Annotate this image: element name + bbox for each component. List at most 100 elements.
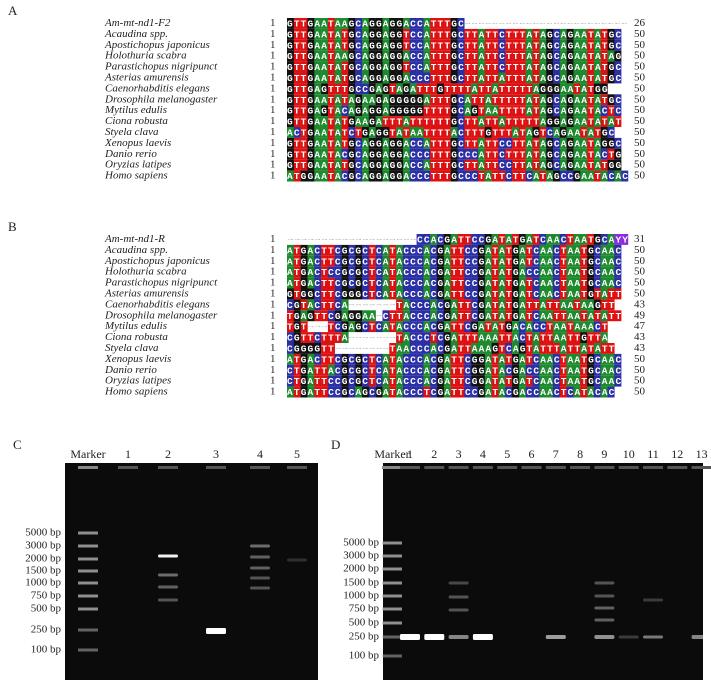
base-cell <box>409 310 417 322</box>
base-cell <box>539 288 547 300</box>
ladder-band <box>78 581 98 585</box>
base-cell <box>573 364 581 376</box>
base-cell <box>471 343 479 354</box>
base-cell <box>423 386 431 398</box>
base-cell <box>334 83 342 95</box>
base-cell <box>512 299 520 311</box>
base-cell <box>293 332 301 343</box>
base-cell <box>423 321 431 333</box>
base-cell <box>355 288 363 300</box>
base-cell <box>341 148 349 160</box>
base-cell <box>382 61 390 73</box>
base-cell <box>546 375 554 387</box>
base-cell <box>416 343 424 354</box>
base-cell <box>423 332 431 343</box>
base-cell <box>593 321 601 333</box>
base-cell <box>552 159 560 171</box>
base-cell <box>355 18 363 29</box>
base-cell <box>573 170 581 182</box>
base-cell <box>600 353 608 365</box>
ladder-label: 1000 bp <box>25 577 61 589</box>
base-cell <box>552 364 560 376</box>
base-cell <box>580 28 588 40</box>
base-cell <box>389 321 397 333</box>
base-cell <box>293 343 301 354</box>
end-position: 47 <box>634 320 646 332</box>
base-cell <box>362 94 370 106</box>
base-cell <box>525 266 533 278</box>
base-cell <box>382 28 390 40</box>
base-cell <box>443 105 451 117</box>
ladder-label: 1500 bp <box>343 577 379 589</box>
base-cell <box>525 137 533 149</box>
start-position: 1 <box>270 50 276 62</box>
base-cell <box>539 299 547 311</box>
end-position: 50 <box>634 277 646 289</box>
base-cell <box>566 266 574 278</box>
base-cell <box>505 94 513 106</box>
base-cell <box>321 116 329 127</box>
base-cell <box>484 244 492 256</box>
base-cell <box>464 255 472 267</box>
base-cell <box>491 72 499 84</box>
base-cell <box>300 277 308 289</box>
base-cell <box>423 127 431 138</box>
base-cell <box>409 288 417 300</box>
base-cell <box>293 386 301 398</box>
base-cell <box>587 137 595 149</box>
base-cell <box>334 170 342 182</box>
base-cell <box>457 94 465 106</box>
base-cell <box>525 148 533 160</box>
base-cell <box>566 28 574 40</box>
base-cell <box>559 105 567 117</box>
base-cell <box>525 72 533 84</box>
base-cell <box>443 244 451 256</box>
base-cell <box>587 170 595 182</box>
base-cell <box>546 148 554 160</box>
ladder-label: 500 bp <box>349 617 380 629</box>
base-cell <box>327 353 335 365</box>
base-cell <box>525 61 533 73</box>
base-cell <box>307 148 315 160</box>
base-cell <box>355 321 363 333</box>
base-cell <box>382 255 390 267</box>
base-cell <box>423 299 431 311</box>
base-cell <box>362 255 370 267</box>
base-cell <box>593 39 601 51</box>
base-cell <box>300 61 308 73</box>
base-cell <box>362 18 370 29</box>
base-cell <box>539 127 547 138</box>
base-cell <box>539 159 547 171</box>
base-cell <box>409 386 417 398</box>
base-cell <box>477 386 485 398</box>
base-cell <box>580 343 588 354</box>
base-cell <box>464 83 472 95</box>
ladder-band <box>382 594 402 598</box>
base-cell <box>314 353 322 365</box>
base-cell <box>382 39 390 51</box>
base-cell <box>484 28 492 40</box>
base-cell <box>382 127 390 138</box>
base-cell <box>450 386 458 398</box>
base-cell <box>518 332 526 343</box>
base-cell <box>573 321 581 333</box>
base-cell <box>314 148 322 160</box>
base-cell <box>416 28 424 40</box>
base-cell <box>368 321 376 333</box>
base-cell <box>614 375 622 387</box>
base-cell <box>566 72 574 84</box>
base-cell <box>607 137 615 149</box>
base-cell <box>307 50 315 62</box>
base-cell <box>287 353 295 365</box>
base-cell <box>327 170 335 182</box>
base-cell <box>430 277 438 289</box>
base-cell <box>457 332 465 343</box>
base-cell <box>314 61 322 73</box>
base-cell <box>327 288 335 300</box>
sequence: TGT---TCGAGCTCATACCCACGATTCGATATGACACCTA… <box>287 322 608 333</box>
base-cell <box>491 277 499 289</box>
base-cell <box>532 353 540 365</box>
species-name: Danio rerio <box>104 364 157 376</box>
base-cell <box>512 364 520 376</box>
base-cell <box>477 364 485 376</box>
